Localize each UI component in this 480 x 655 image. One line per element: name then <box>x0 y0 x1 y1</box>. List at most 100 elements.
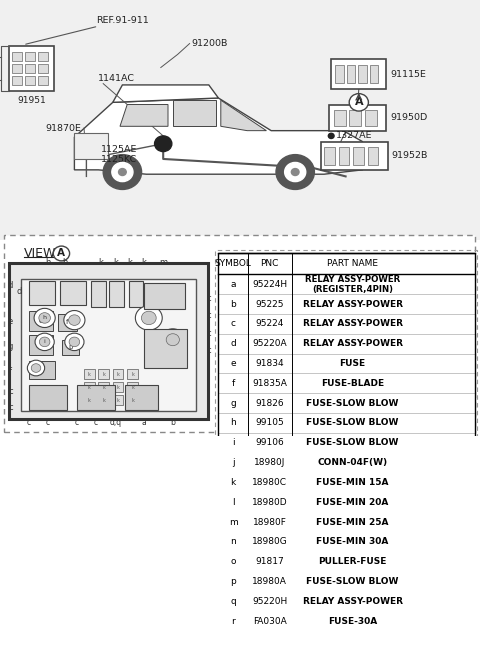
Text: 18980A: 18980A <box>252 577 287 586</box>
Bar <box>12 76 22 85</box>
Polygon shape <box>173 100 216 126</box>
Text: 99106: 99106 <box>255 438 284 447</box>
Bar <box>25 52 35 60</box>
Bar <box>339 147 349 166</box>
Bar <box>324 147 335 166</box>
Text: g: g <box>230 399 236 407</box>
Circle shape <box>34 309 55 328</box>
Text: o: o <box>230 557 236 566</box>
Text: c: c <box>206 311 211 320</box>
Text: 91870E: 91870E <box>46 124 82 132</box>
Bar <box>98 383 109 392</box>
Text: n: n <box>230 537 236 546</box>
Text: k: k <box>102 398 105 403</box>
Bar <box>25 64 35 73</box>
Circle shape <box>31 364 41 372</box>
Text: k: k <box>131 371 134 377</box>
Text: c: c <box>46 418 50 427</box>
Text: 1327AE: 1327AE <box>336 132 372 140</box>
Bar <box>370 66 378 83</box>
Text: a: a <box>142 418 146 427</box>
Text: h: h <box>62 257 68 267</box>
Text: 1125AE: 1125AE <box>101 145 137 155</box>
Text: k: k <box>117 398 120 403</box>
Text: d: d <box>8 281 13 290</box>
Text: k: k <box>102 384 105 390</box>
Bar <box>358 66 367 83</box>
Text: k: k <box>113 257 118 267</box>
Text: PNC: PNC <box>261 259 279 269</box>
Text: VIEW: VIEW <box>24 247 56 260</box>
Text: REF.91-911: REF.91-911 <box>96 16 149 26</box>
Bar <box>38 76 48 85</box>
Text: k: k <box>88 371 91 377</box>
Text: h: h <box>230 419 236 428</box>
Text: A: A <box>58 248 65 259</box>
Circle shape <box>291 168 299 176</box>
Text: 18980D: 18980D <box>252 498 288 507</box>
Text: 91115E: 91115E <box>390 69 426 79</box>
Bar <box>127 383 138 392</box>
Bar <box>329 105 386 130</box>
Text: 91817: 91817 <box>255 557 284 566</box>
Text: FUSE-MIN 25A: FUSE-MIN 25A <box>316 517 389 527</box>
Text: c: c <box>206 346 211 355</box>
Bar <box>29 311 53 331</box>
Bar <box>125 385 158 410</box>
Text: j: j <box>232 458 234 467</box>
Bar <box>335 66 344 83</box>
Text: RELAY ASSY-POWER: RELAY ASSY-POWER <box>302 339 403 348</box>
Text: 18980J: 18980J <box>254 458 286 467</box>
Bar <box>368 147 378 166</box>
Bar <box>334 110 346 126</box>
FancyBboxPatch shape <box>4 235 475 432</box>
Text: d: d <box>230 339 236 348</box>
Circle shape <box>39 337 50 346</box>
Bar <box>29 362 55 379</box>
Bar <box>25 76 35 85</box>
Text: k: k <box>131 384 134 390</box>
Circle shape <box>135 306 162 330</box>
Bar <box>12 52 22 60</box>
Text: FUSE-SLOW BLOW: FUSE-SLOW BLOW <box>306 399 399 407</box>
Text: a: a <box>230 280 236 289</box>
Text: CONN-04F(W): CONN-04F(W) <box>317 458 388 467</box>
Bar <box>321 141 388 170</box>
Text: m: m <box>229 517 238 527</box>
Text: 91952B: 91952B <box>392 151 428 160</box>
Circle shape <box>53 246 70 261</box>
Polygon shape <box>221 100 266 130</box>
Text: p: p <box>230 577 236 586</box>
Text: 95224H: 95224H <box>252 280 288 289</box>
Text: FA030A: FA030A <box>253 616 287 626</box>
Text: FUSE-SLOW BLOW: FUSE-SLOW BLOW <box>306 577 399 586</box>
Text: i: i <box>232 438 234 447</box>
Circle shape <box>349 94 369 111</box>
Bar <box>144 329 187 368</box>
Bar <box>349 110 361 126</box>
Text: f: f <box>231 379 235 388</box>
Circle shape <box>69 337 80 346</box>
Text: c: c <box>206 329 211 338</box>
Text: 95220A: 95220A <box>252 339 287 348</box>
Text: c: c <box>231 320 236 328</box>
Text: RELAY ASSY-POWER: RELAY ASSY-POWER <box>302 597 403 606</box>
Circle shape <box>112 162 133 181</box>
Text: d: d <box>16 288 22 296</box>
Circle shape <box>69 315 80 326</box>
Text: RELAY ASSY-POWER: RELAY ASSY-POWER <box>302 299 403 309</box>
Text: e: e <box>39 318 43 324</box>
Text: k: k <box>131 398 134 403</box>
Text: PART NAME: PART NAME <box>327 259 378 269</box>
Text: k: k <box>127 257 132 267</box>
Bar <box>60 281 86 305</box>
Bar <box>109 281 124 307</box>
Bar <box>144 283 185 309</box>
Text: k: k <box>102 371 105 377</box>
Text: e: e <box>8 317 13 326</box>
Circle shape <box>142 311 156 325</box>
Text: RELAY ASSY-POWER
(REGISTER,4PIN): RELAY ASSY-POWER (REGISTER,4PIN) <box>305 274 400 294</box>
Text: 91951: 91951 <box>17 96 46 105</box>
Bar <box>9 46 54 92</box>
Bar <box>84 383 95 392</box>
